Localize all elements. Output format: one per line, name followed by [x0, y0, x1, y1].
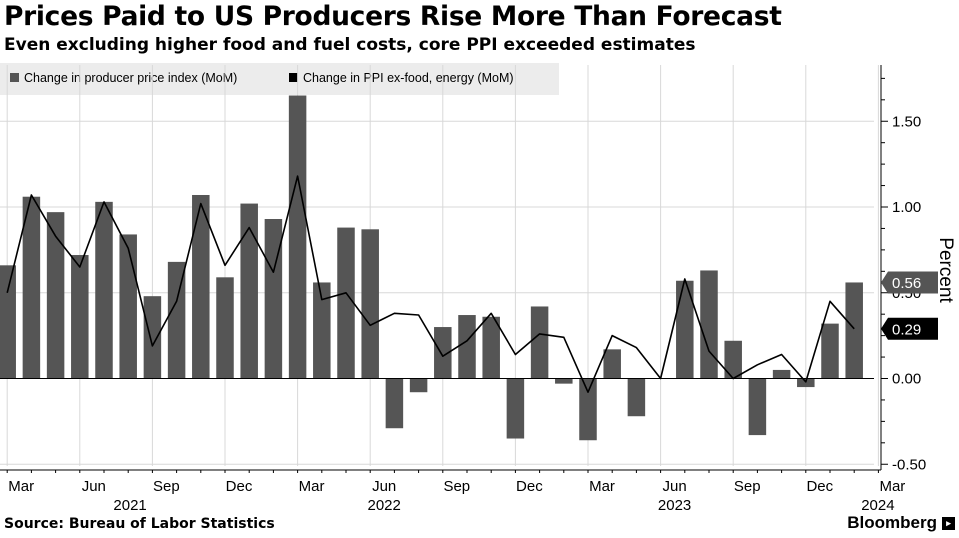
y-axis-label: Percent	[935, 237, 956, 303]
bar-ppi	[603, 349, 621, 379]
bar-ppi	[506, 378, 525, 439]
brand-name: Bloomberg	[847, 513, 937, 532]
bar-ppi	[821, 323, 839, 379]
y-tick-label: 1.00	[892, 199, 921, 216]
x-tick-label: Mar	[299, 478, 325, 495]
bar-ppi	[95, 201, 113, 379]
bar-ppi	[216, 277, 234, 379]
legend-label-core-ppi: Change in PPI ex-food, energy (MoM)	[303, 71, 514, 85]
bar-ppi	[482, 316, 500, 379]
legend-background	[0, 63, 559, 95]
bar-ppi	[119, 234, 137, 379]
year-label: 2022	[368, 497, 401, 514]
x-tick-label: Jun	[82, 478, 106, 495]
last-value-label: 0.56	[892, 275, 921, 292]
legend-label-ppi: Change in producer price index (MoM)	[24, 71, 237, 85]
bar-ppi	[288, 95, 307, 379]
legend-swatch-bar	[10, 73, 19, 82]
line-core-ppi	[6, 175, 855, 394]
year-label: 2024	[861, 497, 894, 514]
bar-ppi	[579, 378, 597, 441]
y-tick-label: 1.50	[892, 113, 921, 130]
x-tick-label: Sep	[153, 478, 180, 495]
bar-ppi	[337, 227, 355, 379]
bar-ppi	[845, 282, 863, 379]
brand-logo: Bloomberg ▸	[847, 513, 955, 533]
year-label: 2023	[658, 497, 691, 514]
x-tick-label: Dec	[516, 478, 543, 495]
x-tick-label: Mar	[8, 478, 34, 495]
x-tick-label: Dec	[226, 478, 253, 495]
bar-ppi	[458, 315, 476, 379]
bar-ppi	[676, 280, 694, 379]
year-label: 2021	[113, 497, 146, 514]
bar-ppi	[724, 340, 742, 379]
x-tick-label: Mar	[589, 478, 615, 495]
bar-ppi	[772, 369, 791, 379]
bar-ppi	[22, 196, 41, 379]
chart-title: Prices Paid to US Producers Rise More Th…	[4, 1, 782, 32]
bar-ppi	[167, 261, 186, 379]
x-tick-label: Mar	[879, 478, 905, 495]
x-tick-label: Jun	[372, 478, 396, 495]
bar-ppi	[797, 378, 815, 388]
bar-ppi	[627, 378, 646, 417]
bar-ppi	[313, 282, 331, 379]
bar-ppi	[240, 203, 258, 379]
y-tick-label: -0.50	[892, 456, 926, 473]
bar-ppi	[409, 378, 428, 393]
bar-ppi	[530, 306, 549, 379]
terminal-icon: ▸	[942, 516, 955, 530]
x-tick-label: Dec	[806, 478, 833, 495]
x-tick-label: Sep	[734, 478, 761, 495]
last-value-label: 0.29	[892, 321, 921, 338]
last-value-callout	[881, 317, 938, 340]
chart-subtitle: Even excluding higher food and fuel cost…	[4, 35, 696, 55]
bar-ppi	[434, 327, 452, 379]
bar-ppi	[46, 212, 65, 379]
bar-ppi	[555, 378, 573, 384]
last-value-callout	[881, 271, 938, 294]
x-tick-label: Sep	[443, 478, 470, 495]
bar-ppi	[700, 270, 718, 379]
bar-ppi	[71, 255, 89, 379]
y-tick-label: 0.00	[892, 371, 921, 388]
bar-ppi	[264, 219, 283, 379]
bar-ppi	[192, 194, 210, 379]
bar-ppi	[748, 378, 767, 436]
legend-swatch-line	[289, 73, 298, 82]
bar-ppi	[361, 229, 379, 379]
source-note: Source: Bureau of Labor Statistics	[4, 516, 275, 532]
x-tick-label: Jun	[663, 478, 687, 495]
bar-ppi	[385, 378, 404, 429]
bar-ppi	[143, 296, 162, 379]
bar-ppi	[0, 265, 16, 379]
